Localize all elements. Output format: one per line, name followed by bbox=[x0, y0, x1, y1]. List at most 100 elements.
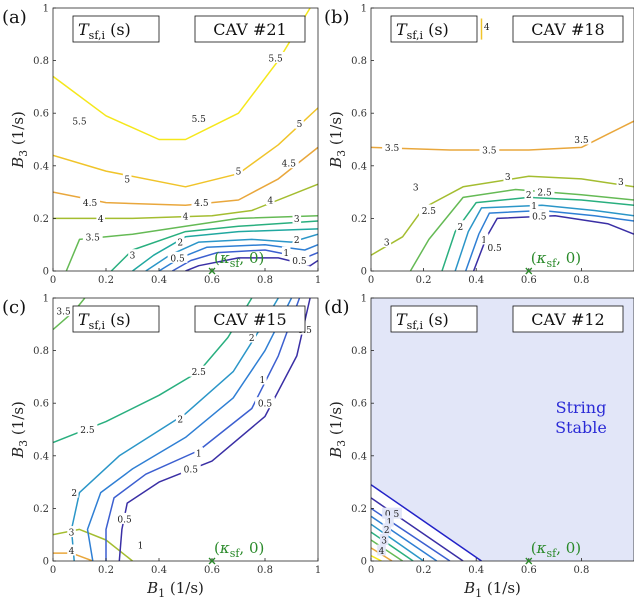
y-tick-label: 1 bbox=[43, 4, 49, 15]
x-axis-label: B1 (1/s) bbox=[146, 579, 204, 600]
contour-label-bg bbox=[292, 233, 302, 245]
panel-label: (b) bbox=[324, 7, 350, 28]
x-tick-label: 0.4 bbox=[151, 275, 167, 286]
x-tick-label: 0 bbox=[368, 275, 374, 286]
y-tick-label: 0.4 bbox=[33, 451, 49, 462]
contour-label-bg bbox=[167, 251, 188, 263]
y-tick-label: 0.6 bbox=[351, 109, 367, 120]
quantity-label-box bbox=[390, 15, 478, 43]
vehicle-label-box bbox=[194, 15, 306, 43]
contour-label-bg bbox=[255, 397, 275, 409]
contour-label: 2 bbox=[249, 334, 255, 344]
vehicle-label-box bbox=[194, 305, 306, 333]
contour-label-bg bbox=[482, 20, 492, 32]
vehicle-label-box bbox=[512, 305, 624, 333]
x-tick-label: 0.6 bbox=[204, 275, 220, 286]
contour-level-1.5 bbox=[86, 298, 293, 561]
panel-label: (a) bbox=[2, 7, 27, 28]
contour-label: 2 bbox=[384, 526, 390, 536]
contour-level-3 bbox=[371, 539, 404, 561]
contour-label: 3 bbox=[381, 536, 387, 546]
contour-label: 4.5 bbox=[282, 160, 297, 170]
y-tick-label: 0 bbox=[43, 557, 49, 568]
contour-label-bg bbox=[534, 186, 555, 198]
contour-label-bg bbox=[479, 233, 489, 245]
contour-label-bg bbox=[69, 115, 90, 127]
contour-label-bg bbox=[80, 196, 100, 208]
vehicle-label: CAV #21 bbox=[213, 20, 286, 39]
y-tick-label: 0 bbox=[361, 267, 367, 278]
contour-label-bg bbox=[247, 331, 257, 343]
contour-label-bg bbox=[175, 412, 185, 424]
contour-level-2.5 bbox=[409, 188, 634, 271]
contour-label-bg bbox=[292, 212, 302, 224]
contour-label: 5 bbox=[297, 120, 303, 130]
contour-label: 4.5 bbox=[194, 199, 209, 209]
contour-label: 2.5 bbox=[422, 207, 437, 217]
y-tick-label: 0.4 bbox=[351, 451, 367, 462]
contour-label: 5 bbox=[236, 168, 242, 178]
contour-label: 1 bbox=[481, 236, 487, 246]
contour-level-3 bbox=[110, 220, 318, 271]
vehicle-label-box bbox=[512, 15, 624, 43]
y-tick-label: 0 bbox=[43, 267, 49, 278]
y-axis-label: B3 (1/s) bbox=[9, 401, 30, 459]
x-tick-label: 0.6 bbox=[204, 565, 220, 576]
contour-label-bg bbox=[69, 486, 79, 498]
contour-label: 0.5 bbox=[292, 257, 307, 267]
contour-label-bg bbox=[278, 157, 299, 169]
contour-level-3 bbox=[371, 175, 634, 256]
kappa-label: (κsf, 0) bbox=[531, 249, 581, 270]
contour-level-3.5 bbox=[65, 215, 318, 271]
x-axis-label: B1 (1/s) bbox=[463, 579, 521, 600]
contour-label-bg bbox=[382, 236, 392, 248]
contour-label-bg bbox=[503, 170, 513, 182]
region-label: String bbox=[556, 398, 607, 417]
contour-label: 0.5 bbox=[258, 400, 273, 410]
axes-frame bbox=[52, 7, 319, 272]
y-tick-label: 0.6 bbox=[351, 399, 367, 410]
contour-label-bg bbox=[456, 220, 465, 232]
contour-label-bg bbox=[295, 117, 304, 129]
panel-label: (c) bbox=[2, 297, 26, 318]
contour-label: 1 bbox=[259, 376, 265, 386]
contour-label: 1 bbox=[283, 249, 289, 259]
quantity-label-box bbox=[72, 305, 160, 333]
x-tick-label: 0 bbox=[368, 565, 374, 576]
contour-level-1 bbox=[464, 209, 634, 271]
quantity-label-box bbox=[390, 305, 478, 333]
contour-label-bg bbox=[136, 539, 145, 551]
contour-label: 2 bbox=[71, 489, 77, 499]
contour-label-bg bbox=[194, 447, 204, 459]
kappa-label: (κsf, 0) bbox=[531, 539, 581, 560]
contour-level-3 bbox=[53, 528, 133, 561]
x-tick-label: 1 bbox=[315, 275, 321, 286]
contour-label-bg bbox=[53, 305, 74, 317]
kappa-marker bbox=[525, 557, 533, 565]
contour-label-bg bbox=[114, 512, 135, 524]
contour-level-4.5 bbox=[53, 146, 318, 207]
x-tick-label: 0.8 bbox=[573, 275, 589, 286]
contour-level-2 bbox=[371, 523, 425, 561]
axes-frame bbox=[370, 297, 634, 562]
contour-label: 3 bbox=[505, 173, 511, 183]
contour-label: 2 bbox=[177, 239, 183, 249]
contour-label-bg bbox=[529, 199, 539, 211]
contour-label: 2 bbox=[526, 191, 532, 201]
contour-label: 4 bbox=[98, 215, 104, 225]
contour-label-bg bbox=[616, 175, 626, 187]
kappa-marker bbox=[525, 267, 533, 275]
contour-label: 3 bbox=[384, 239, 390, 249]
contour-label: 3.5 bbox=[56, 308, 71, 318]
quantity-label-box bbox=[72, 15, 160, 43]
contour-label: 4 bbox=[69, 547, 75, 557]
contour-label: 0.5 bbox=[117, 515, 132, 525]
y-tick-label: 0.8 bbox=[351, 56, 367, 67]
contour-label: 2.5 bbox=[192, 368, 207, 378]
x-tick-label: 0.8 bbox=[257, 565, 273, 576]
y-tick-label: 0.6 bbox=[33, 399, 49, 410]
y-tick-label: 0.8 bbox=[33, 346, 49, 357]
panel-label: (d) bbox=[324, 297, 350, 318]
